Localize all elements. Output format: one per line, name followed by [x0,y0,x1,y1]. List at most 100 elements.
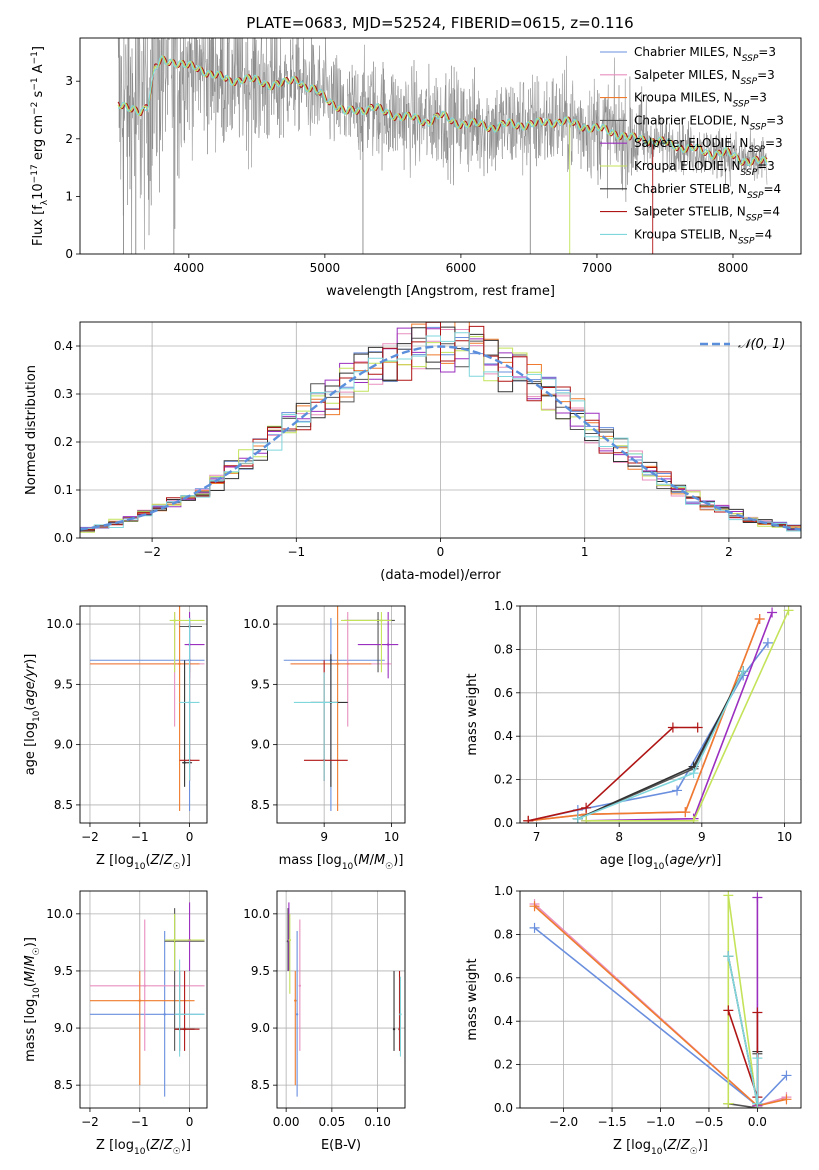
y-tick-label: 0.2 [494,773,513,787]
y-tick-label: 0.6 [494,971,513,985]
y-tick-label: 0 [65,247,73,261]
weight-marker-salpeter_stelib [723,1005,734,1016]
x-tick-label: 9 [698,830,706,844]
x-tick-label: −2.0 [549,1115,578,1129]
y-tick-label: 0.4 [494,729,513,743]
weight-marker-salpeter_stelib [523,815,534,823]
residuals-panel: −2 −1 0 1 2 0.0 0.1 0.2 0.3 0.4 (data-model)/error… [24,321,802,583]
point-kroupa_stelib [178,1013,181,1016]
weight-line-kroupa_stelib [727,955,759,1104]
spectrum-panel: 4000 5000 6000 7000 8000 0 1 2 3 wavelength [Angs… [30,37,802,299]
weight-marker-chabrier_miles [529,922,540,933]
x-tick-label: −1 [131,830,149,844]
model-spectrum-kroupa_stelib [117,55,768,166]
weight-line-chabrier_miles [528,642,769,822]
x-axis-label: wavelength [Angstrom, rest frame] [326,284,555,299]
y-tick-label: 9.0 [54,738,73,752]
x-axis-label: E(B-V) [321,1138,361,1153]
y-tick-label: 0.8 [494,927,513,941]
histogram-kroupa_stelib [80,332,801,532]
weight-marker-salpeter_stelib [692,722,703,733]
mass-vs-z-panel: −2 −1 0 8.5 9.0 9.5 10.0 Z [log10(Z/Z☉)] mass [l… [23,890,208,1157]
weight-line-salpeter_elodie [586,612,773,822]
x-tick-label: 5000 [310,261,341,275]
model-spectrum-kroupa_elodie [117,55,768,166]
point-chabrier_stelib [183,761,186,764]
axes-frame [79,321,802,539]
axes-frame [79,605,208,824]
y-tick-label: 1.0 [494,599,513,613]
weight-marker-salpeter_stelib [752,1007,763,1018]
weight-marker-kroupa_miles [754,614,765,625]
observed-spectrum [117,38,768,254]
y-axis-label: mass [log10(M/M☉)] [23,937,42,1062]
axes-frame [79,890,208,1109]
point-salpeter_miles [298,984,302,987]
point-kroupa_miles [336,662,339,666]
y-tick-label: 2 [65,132,73,146]
y-tick-label: 9.5 [251,964,270,978]
x-tick-label: 0.00 [273,1115,300,1129]
point-kroupa_miles [138,999,141,1002]
y-tick-label: 9.0 [54,1021,73,1035]
weight-marker-kroupa_stelib [688,768,699,779]
point-kroupa_miles [294,999,297,1002]
x-tick-label: −1 [131,1115,149,1129]
weight-marker-kroupa_elodie [581,815,592,823]
axes-frame [519,605,802,824]
x-tick-label: −0.5 [694,1115,723,1129]
x-axis-label: mass [log10(M/M☉)] [279,853,404,872]
y-tick-label: 1 [65,189,73,203]
y-tick-label: 10.0 [243,617,270,631]
x-tick-label: 10 [384,830,399,844]
x-tick-label: −1.0 [646,1115,675,1129]
weight-marker-kroupa_elodie [783,606,794,616]
y-tick-label: 8.5 [251,1078,270,1092]
y-axis-label: Normed distribution [24,365,39,495]
y-tick-label: 0.1 [54,483,73,497]
weight-marker-kroupa_miles [680,807,691,818]
x-tick-label: 0.05 [318,1115,345,1129]
x-axis-label: Z [log10(Z/Z☉)] [96,853,191,872]
x-axis-label: (data-model)/error [380,568,501,583]
x-tick-label: −2 [81,830,99,844]
x-tick-label: 9 [320,830,328,844]
y-tick-label: 8.5 [251,798,270,812]
axes-frame [79,37,802,255]
weight-line-salpeter_stelib [528,726,698,822]
y-tick-label: 9.5 [54,677,73,691]
plot-area [80,322,801,533]
y-tick-label: 3 [65,74,73,88]
x-tick-label: −2 [143,545,161,559]
weight-marker-kroupa_elodie [688,815,699,823]
mass-weight-vs-z-panel: −2.0 −1.5 −1.0 −0.5 0.0 0.0 0.2 0.4 0.6 0.8 1.0 Z [… [465,884,802,1157]
x-tick-label: 8000 [718,261,749,275]
y-tick-label: 8.5 [54,1078,73,1092]
x-tick-label: −1.5 [597,1115,626,1129]
point-kroupa_elodie [288,938,291,942]
weight-line-kroupa_elodie [586,609,790,822]
x-tick-label: −1 [287,545,305,559]
legend-entry: Kroupa MILES, NSSP=3 [634,91,767,110]
point-chabrier_miles [295,1013,299,1016]
y-tick-label: 0.4 [494,1014,513,1028]
y-tick-label: 0.2 [494,1058,513,1072]
weight-marker-salpeter_stelib [667,722,678,733]
plot-area [529,891,792,1108]
x-tick-label: 2 [725,545,733,559]
point-chabrier_miles [163,1013,166,1016]
weight-line-chabrier_stelib [577,670,744,820]
y-tick-label: 0.0 [54,531,73,545]
point-kroupa_elodie [173,619,176,622]
x-tick-label: 4000 [174,261,205,275]
y-tick-label: 9.0 [251,738,270,752]
plot-area [286,902,402,1097]
x-axis-label: age [log10(age/yr)] [600,853,722,872]
mass-weight-vs-age-panel: 7 8 9 10 0.0 0.2 0.4 0.6 0.8 1.0 age [log10(age/yr… [465,599,802,872]
weight-marker-kroupa_elodie [723,1098,734,1108]
y-tick-label: 0.0 [494,1101,513,1115]
age-vs-z-panel: −2 −1 0 8.5 9.0 9.5 10.0 Z [log10(Z/Z☉)] age [lo… [23,605,208,872]
y-tick-label: 0.3 [54,387,73,401]
y-tick-label: 9.5 [251,677,270,691]
